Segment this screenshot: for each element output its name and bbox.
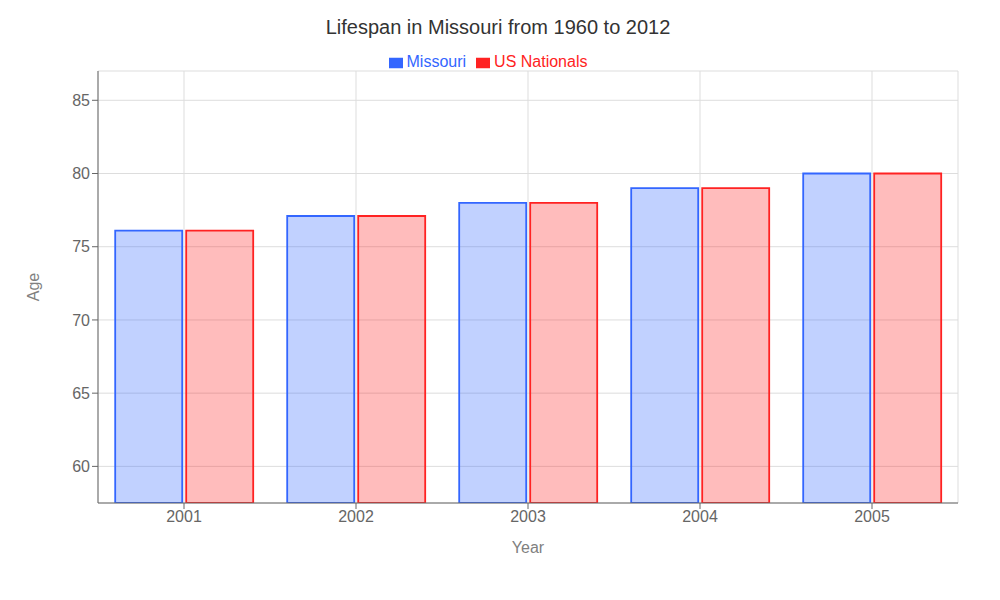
svg-text:75: 75 <box>72 238 90 255</box>
svg-text:2003: 2003 <box>510 508 546 525</box>
svg-text:2005: 2005 <box>854 508 890 525</box>
svg-text:2002: 2002 <box>338 508 374 525</box>
svg-text:2004: 2004 <box>682 508 718 525</box>
svg-text:70: 70 <box>72 312 90 329</box>
html-text:Missouri: Missouri <box>406 53 467 70</box>
svg-text:65: 65 <box>72 385 90 402</box>
svg-text:85: 85 <box>72 92 90 109</box>
svg-text:2001: 2001 <box>166 508 202 525</box>
html-text:Lifespan in Missouri from 1960: Lifespan in Missouri from 1960 to 2012 <box>325 16 671 38</box>
svg-text:Age: Age <box>25 273 42 302</box>
svg-text:60: 60 <box>72 458 90 475</box>
svg-text:Year: Year <box>512 539 545 556</box>
svg-text:80: 80 <box>72 165 90 182</box>
html-text:US Nationals: US Nationals <box>494 53 588 70</box>
